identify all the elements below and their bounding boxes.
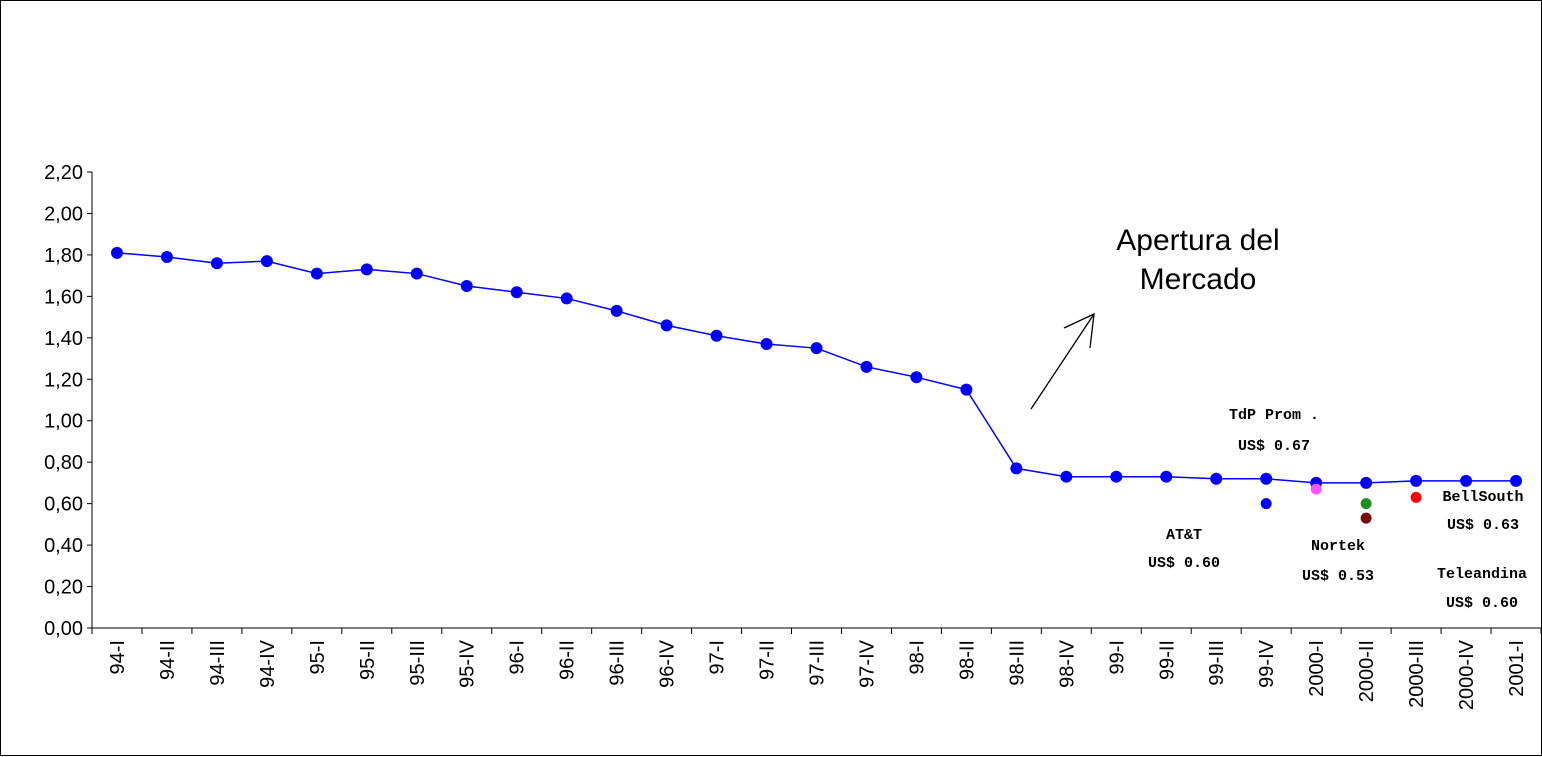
data-point <box>810 342 823 355</box>
x-tick-label: 94-IV <box>257 639 279 687</box>
data-point <box>1060 470 1073 483</box>
y-tick-label: 1,80 <box>44 245 83 267</box>
data-point <box>760 338 773 351</box>
x-tick-label: 98-II <box>956 640 978 680</box>
y-tick-label: 0,40 <box>44 535 83 557</box>
data-point <box>210 257 223 270</box>
data-point <box>710 329 723 342</box>
x-tick-label: 98-I <box>906 640 928 674</box>
data-point <box>510 286 523 299</box>
data-point <box>1260 472 1273 485</box>
y-tick-label: 0,00 <box>44 618 83 640</box>
x-tick-label: 97-II <box>757 640 779 680</box>
data-point <box>910 371 923 384</box>
y-tick-label: 2,00 <box>44 203 83 225</box>
annotation-bellsouth-value: US$ 0.63 <box>1447 517 1519 534</box>
data-point <box>310 267 323 280</box>
x-tick-label: 97-I <box>707 640 729 674</box>
y-tick-label: 1,00 <box>44 411 83 433</box>
x-tick-label: 94-I <box>107 640 129 674</box>
annotation-teleandina-value: US$ 0.60 <box>1446 595 1518 612</box>
competitor-point <box>1410 491 1422 503</box>
data-point <box>160 250 173 263</box>
annotation-bellsouth-name: BellSouth <box>1442 489 1523 506</box>
x-tick-label: 97-III <box>807 640 829 686</box>
x-tick-label: 99-II <box>1156 640 1178 680</box>
competitor-point <box>1360 498 1372 510</box>
data-point <box>1110 470 1123 483</box>
data-point <box>860 360 873 373</box>
x-tick-label: 96-II <box>557 640 579 680</box>
y-tick-label: 0,20 <box>44 577 83 599</box>
callout-text: Apertura del <box>1116 224 1279 257</box>
data-point <box>1360 476 1373 489</box>
x-tick-label: 99-I <box>1106 640 1128 674</box>
x-tick-label: 95-II <box>357 640 379 680</box>
data-point <box>610 304 623 317</box>
callout-text: Mercado <box>1140 263 1257 296</box>
x-tick-label: 2001-I <box>1506 640 1528 697</box>
annotation-att-value: US$ 0.60 <box>1148 555 1220 572</box>
data-point <box>560 292 573 305</box>
x-tick-label: 96-IV <box>657 639 679 687</box>
x-tick-label: 95-IV <box>457 639 479 687</box>
x-tick-label: 2000-II <box>1356 640 1378 702</box>
annotation-teleandina-name: Teleandina <box>1437 566 1527 583</box>
data-point <box>460 280 473 292</box>
competitor-point <box>1260 498 1272 510</box>
x-tick-label: 95-III <box>407 640 429 686</box>
competitor-point <box>1310 483 1322 495</box>
data-point <box>260 255 273 268</box>
x-tick-label: 2000-IV <box>1456 639 1478 710</box>
annotation-tdp-value: US$ 0.67 <box>1238 438 1310 455</box>
x-tick-label: 2000-III <box>1406 640 1428 708</box>
y-tick-label: 0,80 <box>44 452 83 474</box>
y-tick-label: 1,20 <box>44 369 83 391</box>
data-point <box>410 267 423 280</box>
x-tick-label: 95-I <box>307 640 329 674</box>
data-point <box>660 319 673 332</box>
data-point <box>1460 474 1473 487</box>
x-tick-label: 94-III <box>207 640 229 686</box>
x-tick-label: 99-III <box>1206 640 1228 686</box>
x-tick-label: 2000-I <box>1306 640 1328 697</box>
annotation-tdp-name: TdP Prom . <box>1229 407 1319 424</box>
data-point <box>110 246 123 259</box>
y-tick-label: 1,60 <box>44 286 83 308</box>
data-point <box>1010 462 1023 475</box>
callout-arrow <box>1030 313 1095 410</box>
data-point <box>360 263 373 276</box>
annotation-att-name: AT&T <box>1166 527 1202 544</box>
y-tick-label: 0,60 <box>44 494 83 516</box>
annotation-nortek-name: Nortek <box>1311 538 1365 555</box>
y-tick-label: 2,20 <box>44 162 83 184</box>
x-tick-label: 94-II <box>157 640 179 680</box>
callout-arrowhead <box>1063 312 1095 349</box>
x-tick-label: 96-I <box>507 640 529 674</box>
x-tick-label: 98-IV <box>1056 639 1078 687</box>
x-tick-label: 96-III <box>607 640 629 686</box>
annotation-nortek-value: US$ 0.53 <box>1302 568 1374 585</box>
data-point <box>1510 474 1523 487</box>
x-tick-label: 97-IV <box>856 639 878 687</box>
y-tick-label: 1,40 <box>44 328 83 350</box>
data-point <box>960 383 973 396</box>
x-tick-label: 98-III <box>1006 640 1028 686</box>
data-point <box>1160 470 1173 483</box>
data-point <box>1410 474 1423 487</box>
data-point <box>1210 472 1223 485</box>
x-tick-label: 99-IV <box>1256 639 1278 687</box>
competitor-point <box>1360 512 1372 524</box>
